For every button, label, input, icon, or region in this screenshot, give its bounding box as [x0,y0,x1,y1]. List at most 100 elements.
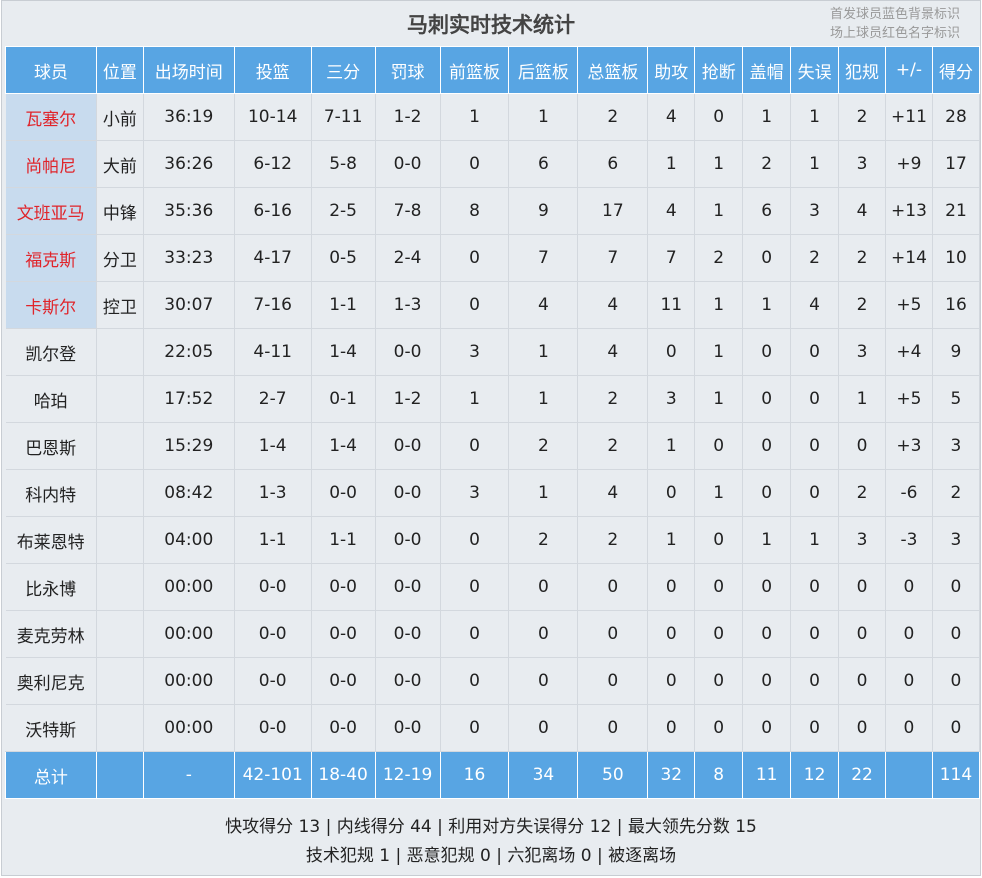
column-header[interactable]: +/- [884,46,933,94]
stat-cell: 2 [694,234,744,282]
player-name[interactable]: 比永博 [5,563,97,611]
player-name[interactable]: 巴恩斯 [5,422,97,470]
stat-cell: 0 [440,516,510,564]
total-cell [884,751,933,799]
stat-cell: 15:29 [143,422,235,470]
column-header[interactable]: 前篮板 [439,46,510,94]
stat-cell: 0 [838,704,886,752]
stat-cell: 0-0 [234,704,312,752]
stat-cell: 0-0 [375,422,441,470]
stat-cell: +9 [885,140,933,188]
stat-cell: 0-0 [311,657,376,705]
header-row: 球员 位置 出场时间 投篮 三分 罚球 前篮板 后篮板 总篮板 助攻 抢断 盖帽 失误 犯规 +/- 得分 [5,46,981,94]
stat-cell: 0 [742,234,792,282]
stat-cell: 0 [790,469,840,517]
stat-cell: 0-0 [311,563,376,611]
stat-cell: 35:36 [143,187,235,235]
column-header[interactable]: 位置 [95,46,144,94]
column-header[interactable]: 投篮 [233,46,312,94]
column-header[interactable]: 罚球 [374,46,441,94]
stat-cell: +11 [885,93,933,141]
stat-cell: 6 [577,140,649,188]
stat-cell: 小前 [96,93,144,141]
stat-cell: 0 [694,563,744,611]
stat-cell: 0 [742,469,792,517]
stat-cell: 0-0 [375,516,441,564]
column-header[interactable]: 三分 [310,46,376,94]
stat-cell [96,610,144,658]
stat-cell: 0 [790,657,840,705]
summary-line-2: 技术犯规 1 | 恶意犯规 0 | 六犯离场 0 | 被逐离场 [305,846,677,866]
stat-cell: 17 [932,140,981,188]
player-name[interactable]: 沃特斯 [5,704,97,752]
table-row: 凯尔登 22:05 4-11 1-4 0-0 3 1 4 0 1 0 0 3 +4 9 [5,328,981,376]
stat-cell: 0 [932,657,981,705]
stat-cell: 0 [440,610,510,658]
column-header[interactable]: 出场时间 [142,46,235,94]
stat-cell: 2 [577,93,649,141]
column-header[interactable]: 犯规 [838,46,886,94]
stat-cell: 2 [577,422,649,470]
player-name[interactable]: 麦克劳林 [5,610,97,658]
stat-cell: 7 [577,234,649,282]
stat-cell: 1 [508,328,579,376]
stat-cell: 1 [694,187,744,235]
column-header[interactable]: 后篮板 [508,46,579,94]
player-name[interactable]: 布莱恩特 [5,516,97,564]
player-name[interactable]: 凯尔登 [5,328,97,376]
stat-cell: 0 [694,516,744,564]
stat-cell: 0 [577,610,649,658]
stat-cell: 9 [508,187,579,235]
stat-cell: 2-7 [234,375,312,423]
stat-cell: 0 [440,234,510,282]
player-name[interactable]: 奥利尼克 [5,657,97,705]
stat-cell: 4 [577,469,649,517]
stat-cell: 3 [440,328,510,376]
player-name[interactable]: 瓦塞尔 [5,93,97,141]
stat-cell: 0 [440,704,510,752]
column-header[interactable]: 得分 [931,46,981,94]
stat-cell: 0-0 [234,563,312,611]
column-header[interactable]: 球员 [5,46,97,94]
stat-cell: +3 [885,422,933,470]
stat-cell: 0 [742,375,792,423]
column-header[interactable]: 总篮板 [577,46,649,94]
column-header[interactable]: 助攻 [647,46,696,94]
stat-cell: 0-0 [375,610,441,658]
stat-cell: -3 [885,516,933,564]
stat-cell: 2 [577,516,649,564]
stat-cell: 3 [647,375,696,423]
column-header[interactable]: 失误 [790,46,840,94]
stat-cell: +5 [885,375,933,423]
total-cell: 32 [647,751,696,799]
stat-cell: 1 [647,516,696,564]
stat-cell: 0 [790,610,840,658]
stat-cell: +5 [885,281,933,329]
player-name[interactable]: 卡斯尔 [5,281,97,329]
player-name[interactable]: 科内特 [5,469,97,517]
stat-cell: 4 [790,281,840,329]
stat-cell: 00:00 [143,610,235,658]
stat-cell: 36:19 [143,93,235,141]
stat-cell: 6 [742,187,792,235]
stat-cell: 4 [838,187,886,235]
player-name[interactable]: 尚帕尼 [5,140,97,188]
stat-cell: 1 [440,375,510,423]
column-header[interactable]: 抢断 [694,46,744,94]
legend-note: 首发球员蓝色背景标识 场上球员红色名字标识 [830,5,960,43]
stat-cell: 5 [932,375,981,423]
player-name[interactable]: 文班亚马 [5,187,97,235]
stat-cell: 0 [885,657,933,705]
stat-cell: 4 [508,281,579,329]
column-header[interactable]: 盖帽 [742,46,792,94]
stat-cell: 0 [790,704,840,752]
stat-cell: 2 [790,234,840,282]
stat-cell: 4 [647,93,696,141]
stat-cell: 0 [790,563,840,611]
stat-cell: 0 [508,563,579,611]
stat-cell: 2-5 [311,187,376,235]
table-row: 奥利尼克 00:00 0-0 0-0 0-0 0 0 0 0 0 0 0 0 0 0 [5,657,981,705]
player-name[interactable]: 哈珀 [5,375,97,423]
stat-cell: 0 [647,704,696,752]
player-name[interactable]: 福克斯 [5,234,97,282]
